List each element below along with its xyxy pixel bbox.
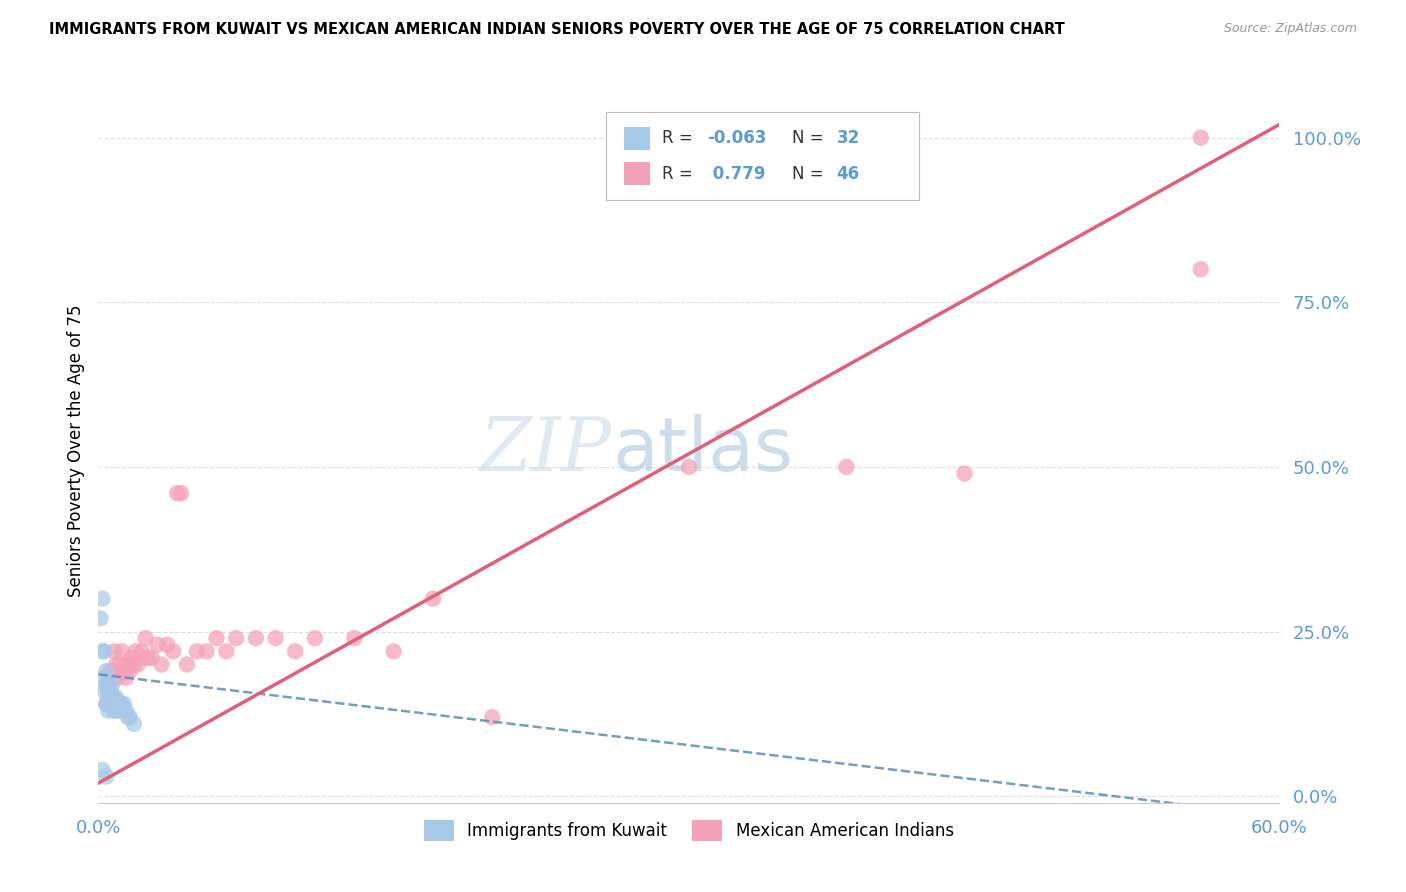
Text: N =: N = <box>792 164 828 183</box>
Point <box>215 644 238 658</box>
Point <box>343 631 366 645</box>
Point <box>105 690 128 705</box>
FancyBboxPatch shape <box>606 112 920 201</box>
Point <box>101 664 124 678</box>
Y-axis label: Seniors Poverty Over the Age of 75: Seniors Poverty Over the Age of 75 <box>66 304 84 597</box>
Legend: Immigrants from Kuwait, Mexican American Indians: Immigrants from Kuwait, Mexican American… <box>418 814 960 847</box>
Point <box>1189 262 1212 277</box>
Text: IMMIGRANTS FROM KUWAIT VS MEXICAN AMERICAN INDIAN SENIORS POVERTY OVER THE AGE O: IMMIGRANTS FROM KUWAIT VS MEXICAN AMERIC… <box>49 22 1064 37</box>
Point <box>422 591 444 606</box>
Point <box>176 657 198 672</box>
Point <box>382 644 405 658</box>
Point <box>112 697 135 711</box>
Point <box>481 710 503 724</box>
Point <box>112 664 135 678</box>
Point <box>150 657 173 672</box>
Point <box>91 591 114 606</box>
Point <box>96 769 118 783</box>
Point <box>141 651 163 665</box>
Text: -0.063: -0.063 <box>707 129 766 147</box>
Point <box>111 644 134 658</box>
Point <box>101 690 124 705</box>
Point <box>98 683 121 698</box>
Point <box>107 697 129 711</box>
Point <box>111 697 134 711</box>
Point <box>304 631 326 645</box>
Point <box>162 644 184 658</box>
Point <box>108 657 131 672</box>
Point <box>678 459 700 474</box>
Point <box>96 697 118 711</box>
Point <box>135 631 157 645</box>
Point <box>115 704 138 718</box>
Point <box>953 467 976 481</box>
Point <box>117 710 139 724</box>
Point <box>103 704 125 718</box>
Point <box>121 651 143 665</box>
Point <box>91 763 114 777</box>
Point <box>103 690 125 705</box>
Text: atlas: atlas <box>612 414 793 487</box>
Point <box>97 690 120 705</box>
Point <box>105 657 128 672</box>
Bar <box>624 127 650 150</box>
Point <box>264 631 287 645</box>
Point <box>108 697 131 711</box>
Point <box>136 651 159 665</box>
Point <box>89 611 111 625</box>
Point <box>125 644 148 658</box>
Point <box>146 638 169 652</box>
Point <box>101 697 124 711</box>
Point <box>122 716 145 731</box>
Point <box>118 710 141 724</box>
Point <box>122 657 145 672</box>
Point <box>118 664 141 678</box>
Text: Source: ZipAtlas.com: Source: ZipAtlas.com <box>1223 22 1357 36</box>
Bar <box>624 162 650 185</box>
Point <box>170 486 193 500</box>
Text: ZIP: ZIP <box>479 414 612 487</box>
Point <box>205 631 228 645</box>
Point <box>245 631 267 645</box>
Point <box>91 644 114 658</box>
Text: N =: N = <box>792 129 828 147</box>
Point <box>107 704 129 718</box>
Point <box>98 690 121 705</box>
Text: R =: R = <box>662 164 697 183</box>
Point <box>107 671 129 685</box>
Point <box>98 664 121 678</box>
Point <box>835 459 858 474</box>
Point <box>93 683 115 698</box>
Point <box>97 677 120 691</box>
Point <box>101 677 124 691</box>
Point <box>93 671 115 685</box>
Point <box>96 697 118 711</box>
Point <box>115 671 138 685</box>
Point <box>97 683 120 698</box>
Text: 46: 46 <box>837 164 859 183</box>
Point <box>166 486 188 500</box>
Text: 32: 32 <box>837 129 860 147</box>
Point <box>103 644 125 658</box>
Point <box>127 657 149 672</box>
Point <box>96 664 118 678</box>
Text: R =: R = <box>662 129 697 147</box>
Point <box>156 638 179 652</box>
Point <box>284 644 307 658</box>
Point <box>93 644 115 658</box>
Point <box>225 631 247 645</box>
Point <box>131 644 153 658</box>
Point <box>97 704 120 718</box>
Point <box>186 644 208 658</box>
Point <box>117 657 139 672</box>
Point <box>195 644 218 658</box>
Point <box>1189 130 1212 145</box>
Point <box>105 704 128 718</box>
Point <box>96 677 118 691</box>
Text: 0.779: 0.779 <box>707 164 765 183</box>
